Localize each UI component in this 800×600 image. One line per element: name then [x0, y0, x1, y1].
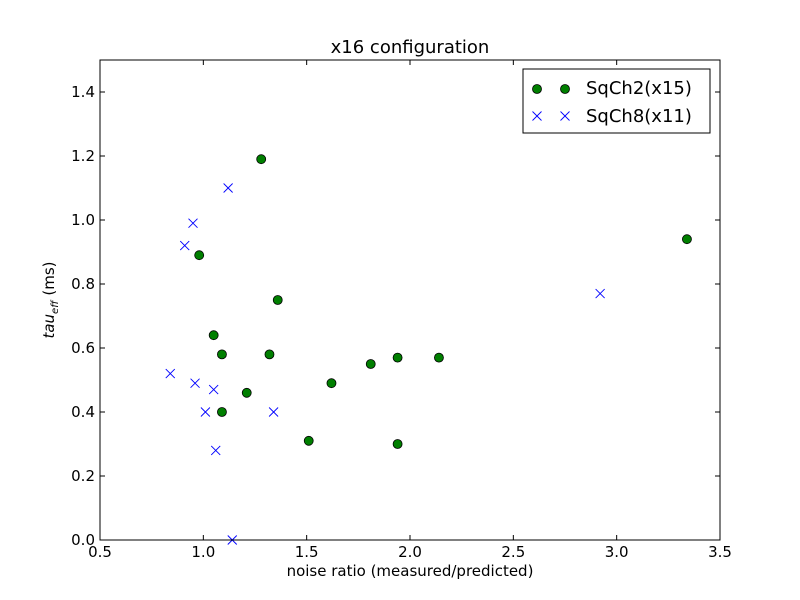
- legend-label-sqch8: SqCh8(x11): [586, 106, 692, 127]
- data-point-series-1: [190, 378, 200, 389]
- x-tick-label: 0.5: [88, 543, 112, 561]
- x-tick-label: 1.5: [295, 543, 319, 561]
- data-point-series-0: [392, 352, 403, 363]
- data-point-series-1: [208, 384, 219, 395]
- y-tick-label: 0.6: [71, 339, 95, 357]
- data-point-series-1: [268, 407, 279, 417]
- data-point-series-0: [326, 378, 337, 389]
- y-tick-label: 0.8: [71, 275, 95, 293]
- data-point-series-0: [434, 352, 444, 363]
- data-point-series-1: [179, 240, 190, 251]
- legend-marker-series-0: [532, 84, 542, 94]
- data-point-series-1: [210, 445, 221, 456]
- y-tick-label: 1.4: [71, 83, 95, 101]
- data-point-series-0: [194, 250, 205, 261]
- data-point-series-1: [223, 183, 233, 193]
- data-point-series-1: [188, 218, 198, 229]
- data-point-series-0: [256, 154, 267, 165]
- data-point-series-0: [208, 330, 219, 341]
- y-axis-label: taueff (ms): [40, 261, 61, 338]
- y-tick-label: 0.0: [71, 531, 95, 549]
- legend-marker-series-0: [560, 84, 570, 94]
- y-axis-label-units: (ms): [40, 261, 58, 295]
- y-tick-label: 1.0: [71, 211, 95, 229]
- x-tick-label: 1.0: [191, 543, 215, 561]
- x-axis-label: noise ratio (measured/predicted): [287, 562, 534, 580]
- x-tick-label: 2.0: [398, 543, 422, 561]
- chart-title: x16 configuration: [331, 37, 490, 58]
- x-tick-label: 3.5: [708, 543, 732, 561]
- data-point-series-0: [264, 349, 275, 360]
- data-point-series-0: [241, 387, 252, 398]
- legend-marker-series-1: [532, 111, 542, 121]
- data-point-series-0: [217, 407, 227, 417]
- data-point-series-0: [392, 439, 403, 449]
- legend: SqCh2(x15) SqCh8(x11): [522, 68, 711, 134]
- legend-markers: [532, 84, 570, 121]
- axis-ticks: 0.5 1.0 1.5 2.0 2.5 3.0 3.5 0.0 0.2 0.4 0.6 0.8 1.0 1…: [71, 60, 732, 561]
- data-point-series-0: [272, 295, 283, 305]
- y-tick-label: 0.4: [71, 403, 95, 421]
- plot-area: [100, 60, 720, 540]
- y-axis-label-main: tau: [40, 314, 58, 339]
- x-tick-label: 3.0: [605, 543, 629, 561]
- y-tick-label: 1.2: [71, 147, 95, 165]
- data-marks: [165, 154, 692, 545]
- data-point-series-1: [165, 368, 176, 379]
- legend-box: [522, 68, 711, 134]
- data-point-series-1: [200, 407, 211, 417]
- y-tick-label: 0.2: [71, 467, 95, 485]
- y-axis-label-sub: eff: [50, 299, 61, 314]
- legend-label-sqch2: SqCh2(x15): [586, 78, 692, 99]
- data-point-series-0: [365, 359, 376, 369]
- x-tick-label: 2.5: [501, 543, 525, 561]
- legend-marker-series-1: [560, 111, 570, 121]
- data-point-series-0: [217, 349, 227, 360]
- data-point-series-1: [595, 288, 605, 299]
- data-point-series-0: [303, 435, 314, 446]
- data-point-series-0: [682, 234, 692, 245]
